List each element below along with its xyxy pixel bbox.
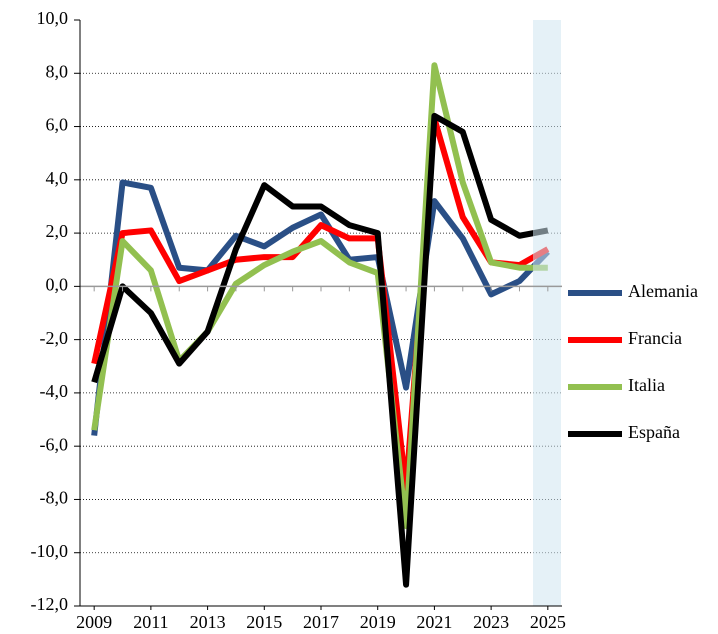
y-tick-label: -8,0 — [40, 488, 69, 508]
x-tick-label: 2011 — [133, 612, 168, 632]
y-tick-label: 8,0 — [46, 61, 69, 81]
y-tick-label: -10,0 — [31, 541, 69, 561]
y-tick-label: 10,0 — [37, 8, 69, 28]
legend-label: Francia — [628, 328, 682, 348]
axes: -12,0 -10,0 -8,0 -6,0 -4,0 -2,0 0,0 2,0 4,0 6,0 8,… — [31, 8, 698, 632]
x-tick-label: 2015 — [246, 612, 282, 632]
y-tick-label: 0,0 — [46, 274, 69, 294]
legend-label: Alemania — [628, 281, 698, 301]
series-line — [91, 179, 550, 436]
y-tick-label: 2,0 — [46, 221, 69, 241]
x-tick-label: 2009 — [76, 612, 112, 632]
x-tick-label: 2025 — [530, 612, 566, 632]
series-line — [91, 112, 549, 588]
y-tick-label: 4,0 — [46, 168, 69, 188]
series-line — [91, 115, 550, 492]
forecast-band — [533, 20, 561, 606]
legend-label: Italia — [628, 375, 665, 395]
lines — [91, 62, 550, 588]
y-tick-label: -12,0 — [31, 594, 69, 614]
y-tick-label: -2,0 — [40, 328, 69, 348]
x-tick-label: 2017 — [303, 612, 339, 632]
y-tick-label: 6,0 — [46, 115, 69, 135]
series-line — [91, 62, 548, 530]
y-tick-label: -6,0 — [40, 434, 69, 454]
x-tick-label: 2023 — [473, 612, 509, 632]
x-tick-label: 2019 — [360, 612, 396, 632]
x-tick-label: 2021 — [416, 612, 452, 632]
y-tick-label: -4,0 — [40, 381, 69, 401]
legend-label: España — [628, 422, 680, 442]
x-tick-label: 2013 — [190, 612, 226, 632]
